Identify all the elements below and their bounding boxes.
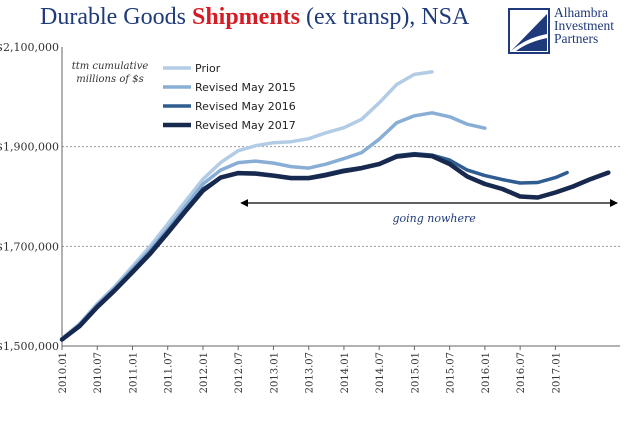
- logo-line-1: Alhambra: [554, 5, 608, 20]
- logo-text: Alhambra Investment Partners: [554, 5, 614, 46]
- x-tick-label: 2017.01: [551, 352, 562, 393]
- y-tick-label: $1,900,000: [0, 141, 59, 154]
- title-part-3: (ex transp), NSA: [300, 4, 470, 30]
- chart-title: Durable Goods Shipments (ex transp), NSA: [40, 4, 469, 44]
- logo-line-2: Investment: [554, 18, 614, 33]
- alhambra-logo: Alhambra Investment Partners: [508, 6, 638, 66]
- x-tick-label: 2012.07: [234, 352, 245, 393]
- series-line: [60, 111, 487, 342]
- x-tick-label: 2013.01: [269, 352, 280, 393]
- x-tick-label: 2016.01: [481, 352, 492, 393]
- x-tick-label: 2011.07: [164, 352, 175, 393]
- x-tick-label: 2016.07: [516, 352, 527, 393]
- y-tick-label: $1,500,000: [0, 340, 59, 353]
- legend-entry: Revised May 2015: [195, 81, 296, 94]
- x-tick-label: 2011.01: [128, 352, 139, 393]
- title-highlight: Shipments: [191, 4, 301, 30]
- y-tick-label: $2,100,000: [0, 41, 59, 54]
- unit-annotation: millions of $s: [76, 74, 143, 85]
- logo-mark-icon: [508, 8, 550, 54]
- legend-entry: Revised May 2016: [195, 100, 296, 113]
- y-tick-label: $1,700,000: [0, 240, 59, 253]
- x-tick-label: 2015.07: [446, 352, 457, 393]
- x-tick-label: 2010.07: [93, 352, 104, 393]
- x-tick-label: 2014.07: [375, 352, 386, 393]
- x-tick-label: 2010.01: [58, 352, 69, 393]
- logo-line-3: Partners: [554, 31, 599, 46]
- x-tick-label: 2015.01: [410, 352, 421, 393]
- legend-entry: Prior: [195, 62, 221, 75]
- x-tick-label: 2014.01: [340, 352, 351, 393]
- title-part-1: Durable Goods: [40, 4, 192, 30]
- series-line: [59, 152, 611, 342]
- legend-entry: Revised May 2017: [195, 119, 296, 132]
- arrow-annotation: going nowhere: [392, 212, 476, 225]
- x-tick-label: 2013.07: [305, 352, 316, 393]
- x-tick-label: 2012.01: [199, 352, 210, 393]
- unit-annotation: ttm cumulative: [72, 61, 149, 72]
